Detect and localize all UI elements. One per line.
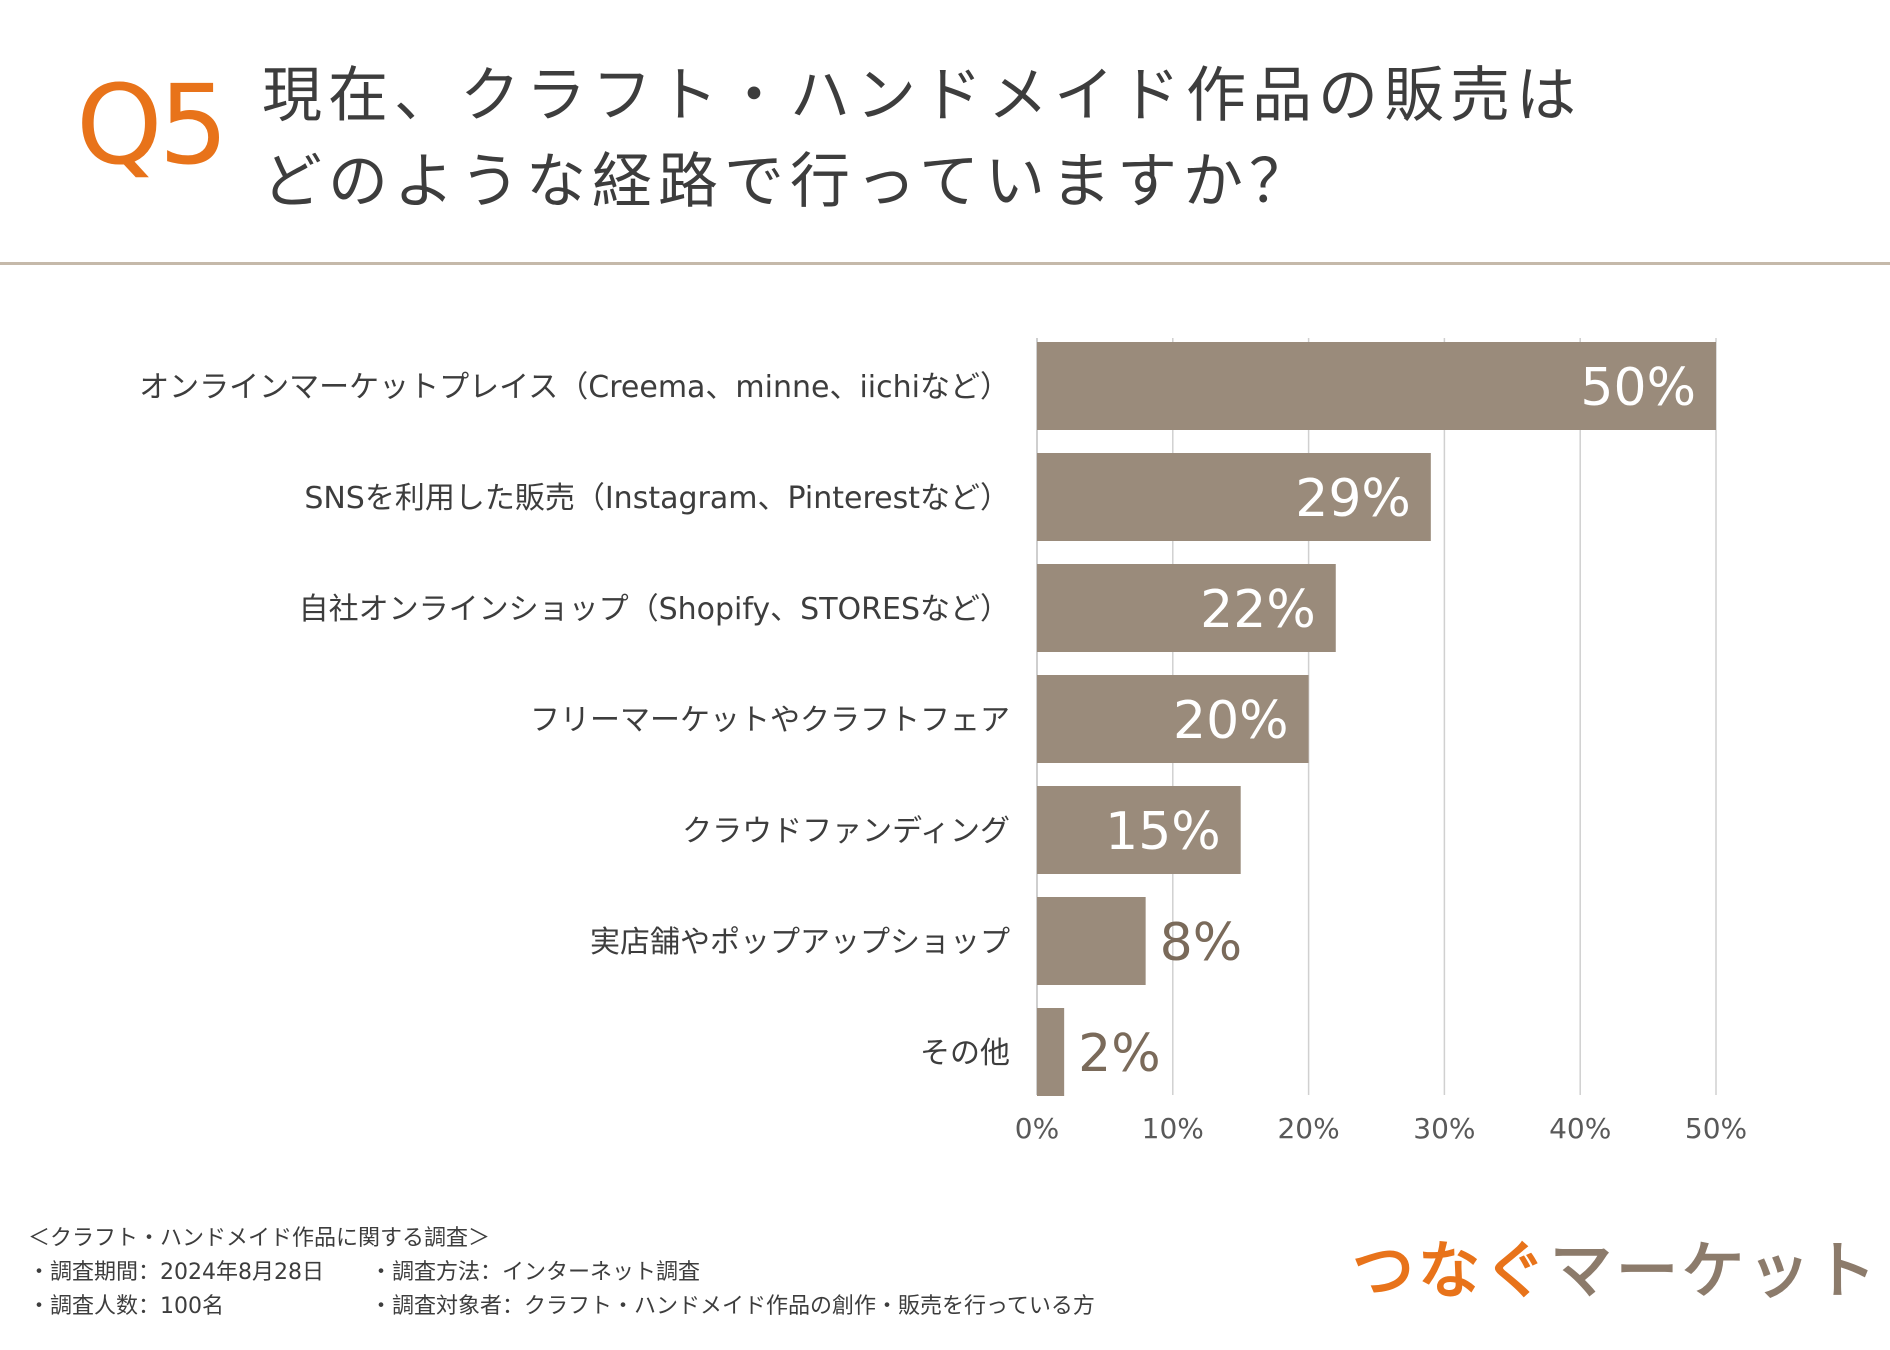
category-label: 実店舗やポップアップショップ <box>590 925 1010 960</box>
survey-count: ・調査人数：100名 <box>28 1294 224 1319</box>
footer-row-1: ・調査期間：2024年8月28日 ・調査方法：インターネット調査 <box>28 1256 700 1290</box>
header: Q5 現在、クラフト・ハンドメイド作品の販売は どのような経路で行っていますか？ <box>0 0 1890 262</box>
category-label: オンラインマーケットプレイス（Creema、minne、iichiなど） <box>139 370 1010 405</box>
question-title-line-2: どのような経路で行っていますか？ <box>262 147 1315 217</box>
x-tick-label: 50% <box>1685 1112 1747 1145</box>
survey-title: ＜クラフト・ハンドメイド作品に関する調査＞ <box>28 1226 491 1251</box>
bar-0 <box>1037 342 1716 430</box>
value-label: 20% <box>1173 691 1289 751</box>
value-label: 50% <box>1580 358 1696 418</box>
category-label: SNSを利用した販売（Instagram、Pinterestなど） <box>304 481 1010 516</box>
value-label: 22% <box>1200 580 1316 640</box>
question-number: Q5 <box>76 61 229 189</box>
bars <box>1037 342 1716 1096</box>
x-tick-label: 10% <box>1142 1112 1204 1145</box>
bar-1 <box>1037 453 1431 541</box>
bar-chart: オンラインマーケットプレイス（Creema、minne、iichiなど） SNSを… <box>139 338 1747 1145</box>
logo-part-2: マーケット <box>1550 1234 1881 1307</box>
brand-logo: つなぐマーケット <box>1352 1240 1880 1302</box>
survey-target: ・調査対象者：クラフト・ハンドメイド作品の創作・販売を行っている方 <box>370 1294 1095 1319</box>
bar-4 <box>1037 786 1241 874</box>
value-label: 29% <box>1295 469 1411 529</box>
survey-period: ・調査期間：2024年8月28日 <box>28 1260 324 1285</box>
x-tick-label: 40% <box>1549 1112 1611 1145</box>
value-label: 15% <box>1105 802 1221 862</box>
footer-row-2: ・調査人数：100名 ・調査対象者：クラフト・ハンドメイド作品の創作・販売を行っ… <box>28 1290 1095 1324</box>
category-labels: オンラインマーケットプレイス（Creema、minne、iichiなど） SNSを… <box>139 370 1010 1071</box>
value-label: 8% <box>1160 913 1243 973</box>
bar-5 <box>1037 897 1146 985</box>
bar-6 <box>1037 1008 1065 1096</box>
category-label: クラウドファンディング <box>682 814 1010 849</box>
header-divider <box>0 262 1890 265</box>
bar-3 <box>1037 675 1309 763</box>
question-title-line-1: 現在、クラフト・ハンドメイド作品の販売は <box>262 61 1582 131</box>
x-axis-ticks: 0% 10% 20% 30% 40% 50% <box>1015 1112 1747 1145</box>
x-tick-label: 0% <box>1015 1112 1059 1145</box>
survey-footer: ＜クラフト・ハンドメイド作品に関する調査＞ ・調査期間：2024年8月28日 ・… <box>28 1222 1095 1324</box>
value-label: 2% <box>1078 1024 1161 1084</box>
category-label: その他 <box>920 1036 1010 1071</box>
bar-2 <box>1037 564 1336 652</box>
x-tick-label: 20% <box>1277 1112 1339 1145</box>
category-label: フリーマーケットやクラフトフェア <box>530 703 1010 738</box>
category-label: 自社オンラインショップ（Shopify、STORESなど） <box>299 592 1010 627</box>
survey-method: ・調査方法：インターネット調査 <box>370 1260 701 1285</box>
logo-part-1: つなぐ <box>1352 1234 1551 1307</box>
x-tick-label: 30% <box>1413 1112 1475 1145</box>
value-labels: 50% 29% 22% 20% 15% 8% 2% <box>1078 358 1696 1084</box>
